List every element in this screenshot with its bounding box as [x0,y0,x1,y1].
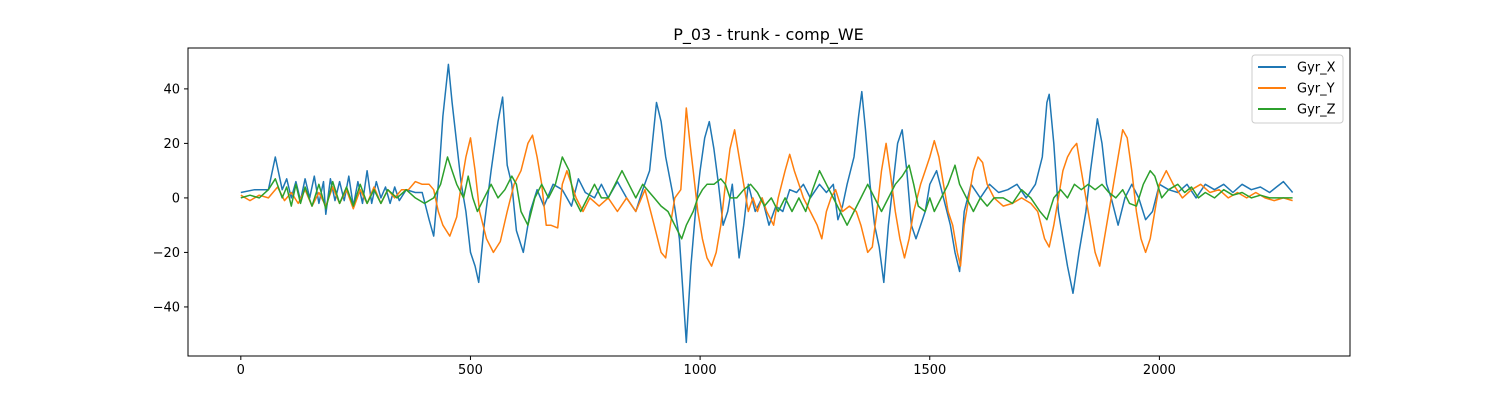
x-tick-label: 2000 [1143,363,1176,378]
x-axis: 0 500 1000 1500 2000 [237,356,1176,378]
chart-title: P_03 - trunk - comp_WE [673,25,864,45]
legend: Gyr_X Gyr_Y Gyr_Z [1251,54,1344,124]
legend-label-gyr-x: Gyr_X [1297,61,1336,76]
y-axis: −40 −20 0 20 40 [153,82,188,315]
legend-label-gyr-y: Gyr_Y [1297,82,1335,97]
x-tick-label: 1500 [913,363,946,378]
series-layer [240,63,1294,344]
y-tick-label: 20 [163,137,180,152]
legend-label-gyr-z: Gyr_Z [1297,103,1336,118]
y-tick-label: 40 [163,82,180,97]
series-line-gyr-y [240,107,1293,267]
plot-area-frame [187,47,1351,357]
series-line-gyr-z [240,156,1293,240]
x-tick-label: 1000 [684,363,717,378]
y-tick-label: −40 [153,300,180,315]
y-tick-label: 0 [172,191,180,206]
series-line-gyr-x [240,63,1294,344]
legend-box [1251,54,1344,124]
x-tick-label: 500 [458,363,483,378]
x-tick-label: 0 [237,363,245,378]
y-tick-label: −20 [153,246,180,261]
